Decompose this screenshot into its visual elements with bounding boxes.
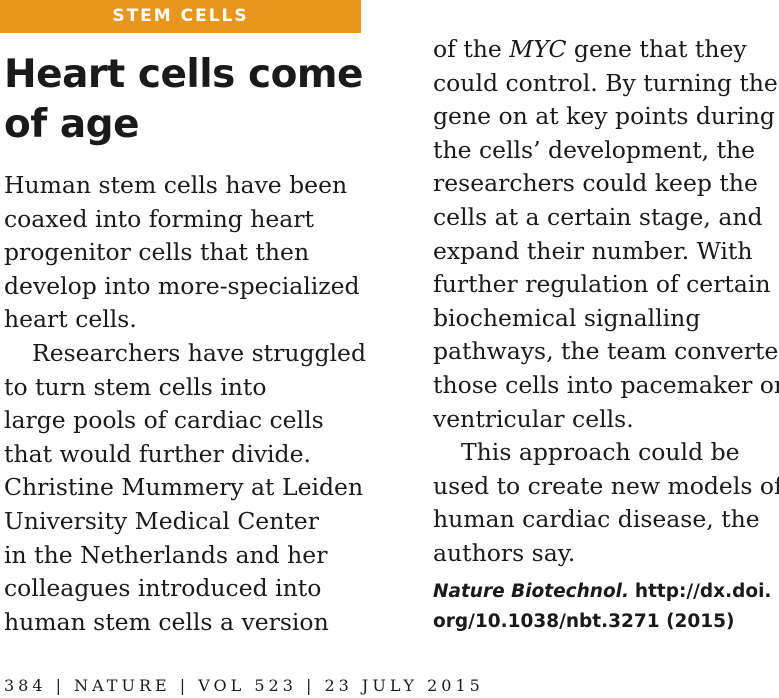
issue-date: 23 JULY 2015 [324, 676, 484, 695]
left-column: Human stem cells have been coaxed into f… [4, 169, 367, 639]
paragraph-2-continued: of the MYC gene that they could control.… [433, 33, 779, 436]
text-line: that would further divide. [4, 439, 311, 468]
paragraph-2: Researchers have struggled to turn stem … [4, 337, 367, 639]
gene-name: MYC [509, 35, 567, 63]
text-line: Christine Mummery at Leiden [4, 473, 364, 502]
text-line: cells at a certain stage, and [433, 202, 763, 231]
text-line: biochemical signalling [433, 303, 701, 332]
publication-name: NATURE [74, 676, 171, 695]
page-footer: 384 | NATURE | VOL 523 | 23 JULY 2015 [4, 676, 484, 696]
text-line: gene on at key points during [433, 102, 775, 131]
text-line: colleagues introduced into [4, 574, 322, 603]
headline-line-1: Heart cells come [4, 52, 363, 97]
text-line: ventricular cells. [433, 404, 634, 433]
text-line: Human stem cells have been [4, 171, 348, 199]
text-line: researchers could keep the [433, 169, 758, 198]
text-line: coaxed into forming heart [4, 204, 314, 233]
text-line: expand their number. With [433, 236, 753, 265]
text-line: large pools of cardiac cells [4, 406, 324, 435]
footer-separator: | [306, 676, 316, 695]
paragraph-3: This approach could be used to create ne… [433, 436, 779, 570]
article-headline: Heart cells come of age [4, 50, 363, 150]
footer-separator: | [55, 676, 66, 695]
text-line: Researchers have struggled [32, 338, 367, 367]
text-line: pathways, the team converted [433, 337, 779, 366]
right-column: of the MYC gene that they could control.… [433, 33, 779, 571]
text-line: further regulation of certain [433, 270, 771, 299]
headline-line-2: of age [4, 102, 140, 147]
text-line: authors say. [433, 538, 576, 567]
text-line: develop into more-specialized [4, 271, 360, 300]
citation-journal: Nature Biotechnol. [433, 581, 630, 602]
page-number: 384 [4, 676, 47, 695]
citation: Nature Biotechnol. http://dx.doi. org/10… [433, 577, 779, 637]
text-fragment: gene that they [566, 35, 747, 63]
text-line: in the Netherlands and her [4, 540, 328, 569]
text-line: heart cells. [4, 305, 137, 334]
citation-line-1: Nature Biotechnol. http://dx.doi. [433, 577, 779, 607]
text-line: to turn stem cells into [4, 372, 267, 401]
text-line: human stem cells a version [4, 607, 329, 636]
citation-url-part-1: http://dx.doi. [634, 581, 772, 602]
text-line: the cells’ development, the [433, 135, 756, 164]
text-line: human cardiac disease, the [433, 505, 760, 534]
text-line: This approach could be [461, 438, 740, 467]
section-badge: STEM CELLS [0, 0, 361, 33]
text-line: of the MYC gene that they [433, 33, 779, 67]
citation-url-part-2: org/10.1038/nbt.3271 (2015) [433, 611, 735, 632]
text-fragment: of the [433, 35, 510, 63]
text-line: progenitor cells that then [4, 238, 310, 267]
paragraph-1: Human stem cells have been coaxed into f… [4, 169, 364, 337]
text-line: those cells into pacemaker or [433, 370, 779, 399]
text-line: University Medical Center [4, 506, 319, 535]
volume: VOL 523 [198, 676, 297, 695]
text-line: used to create new models of [433, 471, 779, 500]
text-line: could control. By turning the [433, 68, 778, 97]
footer-separator: | [179, 676, 190, 695]
